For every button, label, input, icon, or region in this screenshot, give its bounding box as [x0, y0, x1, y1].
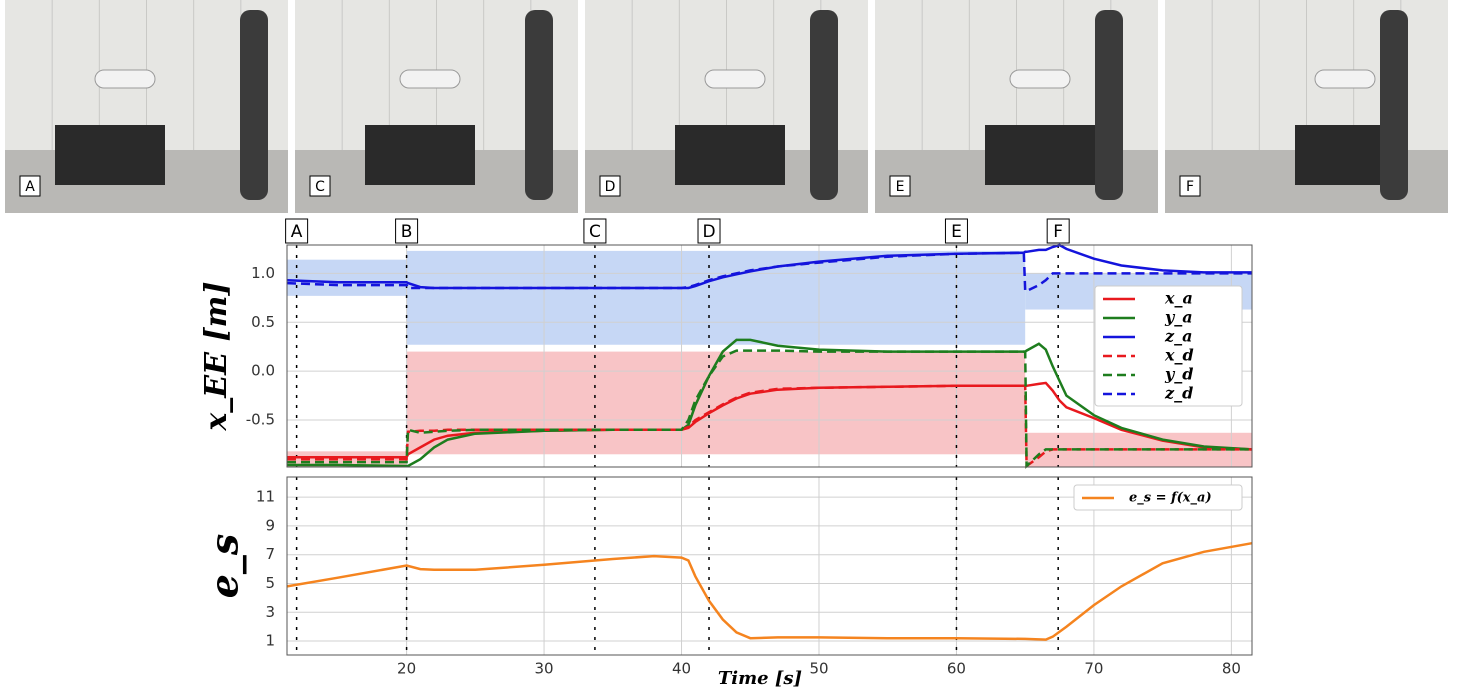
y-tick-label: 7 [265, 545, 275, 563]
robot-arm [1314, 69, 1376, 89]
photo-label-box [1179, 175, 1201, 197]
band [406, 250, 1026, 345]
photo-label-box [889, 175, 911, 197]
y-tick-label: 9 [265, 516, 275, 534]
robot-base [365, 125, 475, 185]
robot-arm [1009, 69, 1071, 89]
robot-arm [94, 69, 156, 89]
band [406, 351, 1026, 455]
series-line [286, 251, 1252, 293]
photo-label-box [599, 175, 621, 197]
event-label-box [944, 218, 968, 244]
series-line [287, 381, 1253, 459]
x-tick-label: 70 [1084, 660, 1103, 678]
photo-label-box [19, 175, 41, 197]
legend-label: y_d [1164, 365, 1193, 384]
x-tick-label: 30 [535, 660, 554, 678]
y-tick-label: 5 [265, 574, 275, 592]
person [810, 10, 838, 200]
y-tick-label: 0.5 [251, 313, 275, 331]
event-label-box [697, 218, 721, 244]
event-label: C [589, 222, 601, 242]
legend-label: z_a [1164, 327, 1192, 346]
legend-label: e_s = f(x_a) [1129, 491, 1212, 506]
person [1095, 10, 1123, 200]
plot-frame [286, 476, 1253, 656]
event-label: B [401, 222, 413, 242]
charts: -0.5 0.0 0.5 1.0 A B C D E Fx_ay_az_ax_dy_dz_d x_E… [199, 218, 1253, 689]
photo-label: D [605, 179, 616, 195]
event-label-box [395, 218, 419, 244]
legend-box [1073, 484, 1243, 511]
y-axis-label: e_s [202, 534, 247, 599]
series-line [286, 541, 1253, 641]
robot-arm [399, 69, 461, 89]
x-tick-label: 80 [1222, 660, 1241, 678]
person [525, 10, 553, 200]
x-tick-label: 40 [672, 660, 691, 678]
event-label: F [1053, 222, 1063, 242]
y-tick-label: 0.0 [251, 362, 275, 380]
legend-label: z_d [1164, 384, 1193, 403]
y-tick-label: 3 [265, 603, 275, 621]
series-line [287, 338, 1253, 468]
person [240, 10, 268, 200]
photo-label: C [315, 179, 325, 195]
robot-base [55, 125, 165, 185]
x-axis-label: Time [s] [718, 668, 802, 689]
legend-label: y_a [1164, 308, 1193, 327]
y-tick-label: 1.0 [251, 264, 275, 282]
x-tick-label: 50 [809, 660, 828, 678]
x-tick-label: 20 [397, 660, 416, 678]
event-label: A [291, 222, 303, 242]
x-tick-label: 60 [947, 660, 966, 678]
photo-label: F [1186, 179, 1194, 195]
y-tick-label: -0.5 [246, 411, 275, 429]
person [1380, 10, 1408, 200]
robot-base [675, 125, 785, 185]
y-tick-label: 11 [256, 488, 275, 506]
y-axis-label: x_EE [m] [199, 281, 234, 431]
robot-base [985, 125, 1095, 185]
legend-label: x_d [1164, 346, 1194, 365]
legend-label: x_a [1164, 289, 1193, 308]
band [287, 259, 407, 296]
photo-label: E [896, 179, 905, 195]
photo-label: A [25, 179, 35, 195]
series-line [287, 349, 1252, 469]
event-label-box [1046, 218, 1070, 244]
robot-arm [704, 69, 766, 89]
photo-label-box [309, 175, 331, 197]
y-tick-label: 1 [265, 632, 275, 650]
event-label: D [702, 222, 715, 242]
event-label-box [583, 218, 607, 244]
event-label: E [951, 222, 962, 242]
plot-frame [286, 244, 1253, 468]
event-label-box [285, 218, 309, 244]
